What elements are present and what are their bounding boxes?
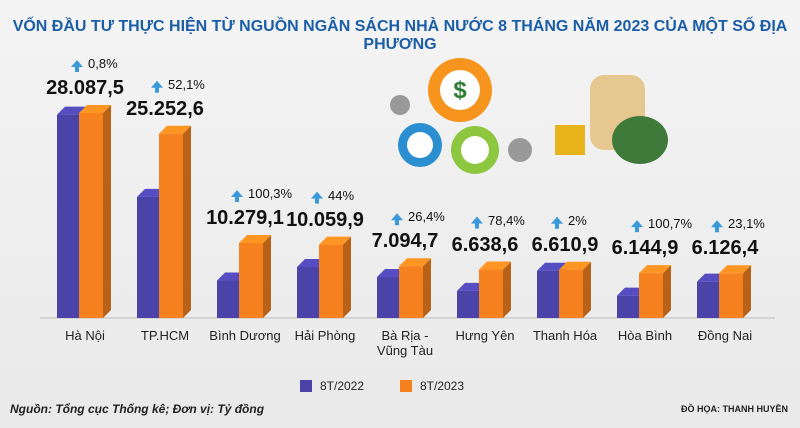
growth-arrow-stem [75, 66, 79, 72]
bar-side [263, 234, 271, 318]
legend-swatch [400, 380, 412, 392]
growth-label: 23,1% [728, 216, 765, 232]
bar-top [319, 236, 351, 245]
bar [697, 281, 719, 318]
value-label: 28.087,5 [46, 77, 124, 99]
growth-label: 52,1% [168, 76, 205, 92]
growth-arrow [551, 216, 563, 224]
growth-label: 0,8% [88, 56, 118, 71]
growth-arrow [151, 80, 163, 88]
growth-label: 44% [328, 187, 355, 203]
bar [137, 196, 159, 318]
decoration: $ [390, 58, 668, 174]
bar-side [103, 105, 111, 318]
bar-side [743, 265, 751, 318]
legend-label: 8T/2022 [320, 379, 365, 393]
bar-side [183, 125, 191, 318]
bar [457, 290, 479, 318]
source: Nguồn: Tổng cục Thống kê; Đơn vị: Tỷ đồn… [10, 402, 265, 416]
svg-text:$: $ [453, 77, 467, 104]
growth-arrow-stem [315, 197, 319, 204]
bar [79, 113, 103, 318]
legend-label: 8T/2023 [420, 379, 465, 393]
bar-side [423, 258, 431, 318]
chart-title: VỐN ĐẦU TƯ THỰC HIỆN TỪ NGUỒN NGÂN SÁCH … [12, 18, 788, 53]
bar-side [663, 265, 671, 318]
bar [537, 270, 559, 318]
bar [319, 244, 343, 318]
value-label: 10.059,9 [286, 208, 364, 231]
x-tick-label: Bình Dương [209, 328, 281, 343]
x-tick-label: Hải Phòng [294, 328, 356, 343]
growth-label: 26,4% [408, 209, 445, 225]
legend-swatch [300, 380, 312, 392]
bar [617, 295, 639, 318]
growth-arrow-stem [235, 195, 239, 202]
growth-arrow [471, 216, 483, 224]
growth-arrow-stem [555, 222, 559, 229]
bar [399, 266, 423, 318]
bar-top [399, 258, 431, 267]
bar-top [719, 265, 751, 274]
x-tick-label: Bà Rịa - Vũng Tàu [376, 328, 434, 358]
growth-label: 100,7% [648, 216, 693, 232]
value-label: 6.144,9 [611, 237, 679, 260]
bar [297, 267, 319, 318]
x-tick-label: Hòa Bình [617, 328, 673, 343]
bar [639, 273, 663, 318]
growth-label: 78,4% [488, 212, 525, 228]
value-label: 25.252,6 [126, 97, 204, 120]
bar-top [479, 261, 511, 270]
bar [57, 114, 79, 319]
growth-label: 2% [568, 212, 587, 228]
growth-arrow-stem [475, 222, 479, 229]
credit: ĐỒ HỌA: THANH HUYỀN [681, 404, 788, 414]
value-label: 6.126,4 [691, 237, 759, 260]
growth-arrow-stem [635, 226, 639, 233]
growth-arrow [711, 220, 723, 228]
bar [559, 269, 583, 318]
x-tick-label: Hà Nội [65, 328, 105, 343]
growth-label: 100,3% [248, 185, 293, 201]
bar-top [559, 261, 591, 270]
x-tick-label: Thanh Hóa [532, 328, 598, 343]
x-tick-label: TP.HCM [140, 328, 190, 343]
value-label: 10.279,1 [206, 206, 284, 229]
growth-arrow-stem [395, 219, 399, 226]
bar-top [639, 265, 671, 274]
bar-top [159, 125, 191, 134]
growth-arrow-stem [155, 86, 159, 93]
x-tick-label: Đồng Nai [697, 328, 753, 343]
growth-arrow [71, 60, 83, 67]
bar-side [503, 261, 511, 318]
growth-arrow [231, 189, 243, 197]
value-label: 6.610,9 [531, 233, 599, 256]
bar-side [343, 236, 351, 318]
bar-side [583, 261, 591, 318]
growth-arrow [391, 213, 403, 221]
bar [239, 242, 263, 318]
bar-top [79, 105, 111, 113]
value-label: 7.094,7 [371, 230, 439, 253]
bar-top [239, 234, 271, 243]
bar [377, 277, 399, 318]
value-label: 6.638,6 [451, 233, 519, 256]
x-tick-label: Hưng Yên [455, 328, 515, 343]
bar-top [537, 262, 567, 271]
bar [159, 133, 183, 318]
bar [479, 269, 503, 318]
growth-arrow [631, 220, 643, 228]
growth-arrow-stem [715, 226, 719, 233]
bar [719, 273, 743, 318]
bar [217, 280, 239, 318]
growth-arrow [311, 191, 323, 199]
